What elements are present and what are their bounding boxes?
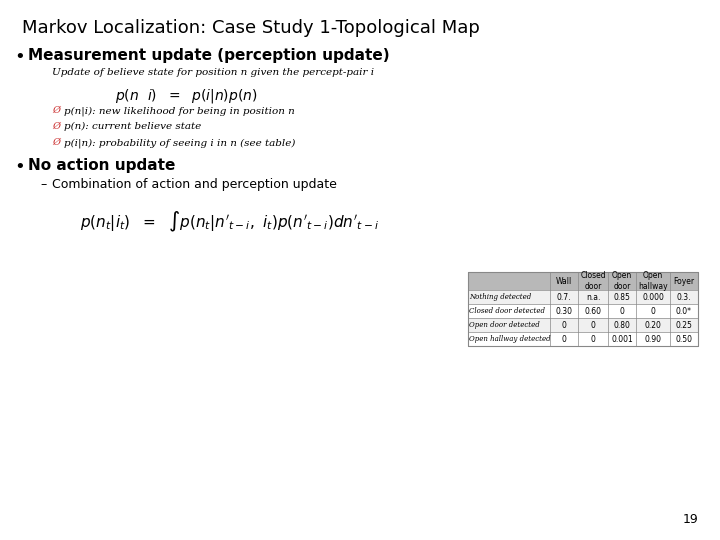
Text: Nothing detected: Nothing detected — [469, 293, 531, 301]
Text: Open hallway detected: Open hallway detected — [469, 335, 551, 343]
Text: Open
hallway: Open hallway — [638, 271, 668, 291]
Text: 0.001: 0.001 — [611, 334, 633, 343]
Bar — [468, 272, 698, 346]
Text: 0.60: 0.60 — [585, 307, 601, 315]
Text: Closed
door: Closed door — [580, 271, 606, 291]
Text: Wall: Wall — [556, 276, 572, 286]
Text: n.a.: n.a. — [586, 293, 600, 301]
Text: p(n): current believe state: p(n): current believe state — [64, 122, 202, 131]
Text: 0: 0 — [590, 321, 595, 329]
Text: Ø: Ø — [52, 138, 60, 147]
Bar — [468, 318, 698, 332]
Text: p(i|n): probability of seeing i in n (see table): p(i|n): probability of seeing i in n (se… — [64, 138, 295, 147]
Bar — [468, 272, 698, 290]
Text: 0: 0 — [651, 307, 655, 315]
Text: 0: 0 — [562, 321, 567, 329]
Text: 0: 0 — [562, 334, 567, 343]
Text: Open
door: Open door — [612, 271, 632, 291]
Text: Closed door detected: Closed door detected — [469, 307, 545, 315]
Text: p(n|i): new likelihood for being in position n: p(n|i): new likelihood for being in posi… — [64, 106, 294, 116]
Text: Markov Localization: Case Study 1-Topological Map: Markov Localization: Case Study 1-Topolo… — [22, 19, 480, 37]
Text: Foyer: Foyer — [673, 276, 695, 286]
Text: 0.000: 0.000 — [642, 293, 664, 301]
Text: 0.3.: 0.3. — [677, 293, 691, 301]
Text: Open door detected: Open door detected — [469, 321, 540, 329]
Text: 0.0*: 0.0* — [676, 307, 692, 315]
Bar — [468, 290, 698, 304]
Text: Combination of action and perception update: Combination of action and perception upd… — [52, 178, 337, 191]
Text: 0.90: 0.90 — [644, 334, 662, 343]
Text: 0.20: 0.20 — [644, 321, 662, 329]
Text: 0: 0 — [620, 307, 624, 315]
Text: No action update: No action update — [28, 158, 176, 173]
Text: 0.30: 0.30 — [556, 307, 572, 315]
Text: Update of believe state for position n given the percept-pair i: Update of believe state for position n g… — [52, 68, 374, 77]
Text: $p(n_t|i_t)\ \ =\ \ \int p(n_t|n'_{t-i},\ i_t)p(n'_{t-i})dn'_{t-i}$: $p(n_t|i_t)\ \ =\ \ \int p(n_t|n'_{t-i},… — [80, 210, 379, 234]
Bar — [468, 304, 698, 318]
Text: •: • — [14, 158, 24, 176]
Text: 0.80: 0.80 — [613, 321, 631, 329]
Text: 0.7.: 0.7. — [557, 293, 571, 301]
Text: 0.50: 0.50 — [675, 334, 693, 343]
Text: Ø: Ø — [52, 122, 60, 131]
Text: $p(n\ \ i)\ \ =\ \ p(i|n)p(n)$: $p(n\ \ i)\ \ =\ \ p(i|n)p(n)$ — [115, 87, 258, 105]
Text: 19: 19 — [683, 513, 698, 526]
Bar — [468, 332, 698, 346]
Text: Ø: Ø — [52, 106, 60, 115]
Text: 0.85: 0.85 — [613, 293, 631, 301]
Text: 0: 0 — [590, 334, 595, 343]
Text: 0.25: 0.25 — [675, 321, 693, 329]
Text: Measurement update (perception update): Measurement update (perception update) — [28, 48, 390, 63]
Text: •: • — [14, 48, 24, 66]
Text: –: – — [40, 178, 46, 191]
